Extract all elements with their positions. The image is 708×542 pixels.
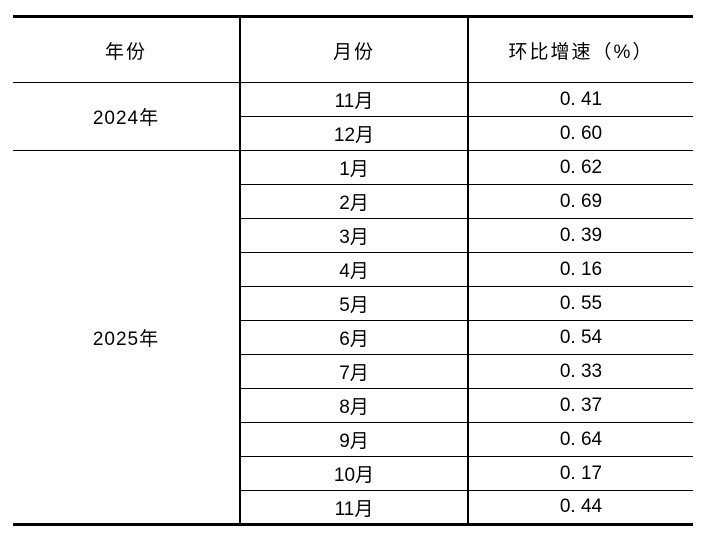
month-cell: 11月 [239,490,468,525]
rate-value-cell: 0. 16 [467,252,693,287]
month-cell: 4月 [239,252,468,287]
month-cell: 10月 [239,456,468,491]
rate-value-cell: 0. 41 [467,82,693,117]
month-cell: 5月 [239,286,468,321]
table-body: 2024年 11月 0. 41 12月 0. 60 2025年 1月 0. 62 2月 0. 69… [13,82,693,525]
table-row: 5月 0. 55 [13,286,693,321]
month-cell: 3月 [239,218,468,253]
year-cell: 2024年 [13,82,240,151]
table-row: 10月 0. 17 [13,456,693,491]
month-cell: 6月 [239,320,468,355]
table-row: 2月 0. 69 [13,184,693,219]
rate-value-cell: 0. 64 [467,422,693,457]
table-row: 11月 0. 44 [13,490,693,525]
rate-value-cell: 0. 69 [467,184,693,219]
month-cell: 1月 [239,150,468,185]
rate-value-cell: 0. 37 [467,388,693,423]
header-month: 月份 [239,16,468,83]
table-row: 8月 0. 37 [13,388,693,423]
rate-value-cell: 0. 62 [467,150,693,185]
table-row: 2025年 1月 0. 62 [13,150,693,525]
month-cell: 2月 [239,184,468,219]
header-rate: 环比增速（%） [467,16,693,83]
rate-value-cell: 0. 54 [467,320,693,355]
month-cell: 11月 [239,82,468,117]
table-row: 4月 0. 16 [13,252,693,287]
rate-value-cell: 0. 33 [467,354,693,389]
month-cell: 9月 [239,422,468,457]
table-row: 2024年 11月 0. 41 [13,82,693,151]
month-cell: 12月 [239,116,468,151]
table-header-row: 年份 月份 环比增速（%） [13,16,693,83]
growth-rate-table: 年份 月份 环比增速（%） 2024年 11月 0. 41 12月 0. 60 2025年… [13,15,693,526]
table-row: 7月 0. 33 [13,354,693,389]
table-row: 9月 0. 64 [13,422,693,457]
year-cell: 2025年 [13,150,240,525]
rate-value-cell: 0. 39 [467,218,693,253]
table-row: 6月 0. 54 [13,320,693,355]
month-cell: 8月 [239,388,468,423]
rate-value-cell: 0. 44 [467,490,693,525]
table-row: 3月 0. 39 [13,218,693,253]
rate-value-cell: 0. 60 [467,116,693,151]
header-year: 年份 [13,16,240,83]
month-cell: 7月 [239,354,468,389]
table-row: 12月 0. 60 [13,116,693,151]
rate-value-cell: 0. 17 [467,456,693,491]
rate-value-cell: 0. 55 [467,286,693,321]
